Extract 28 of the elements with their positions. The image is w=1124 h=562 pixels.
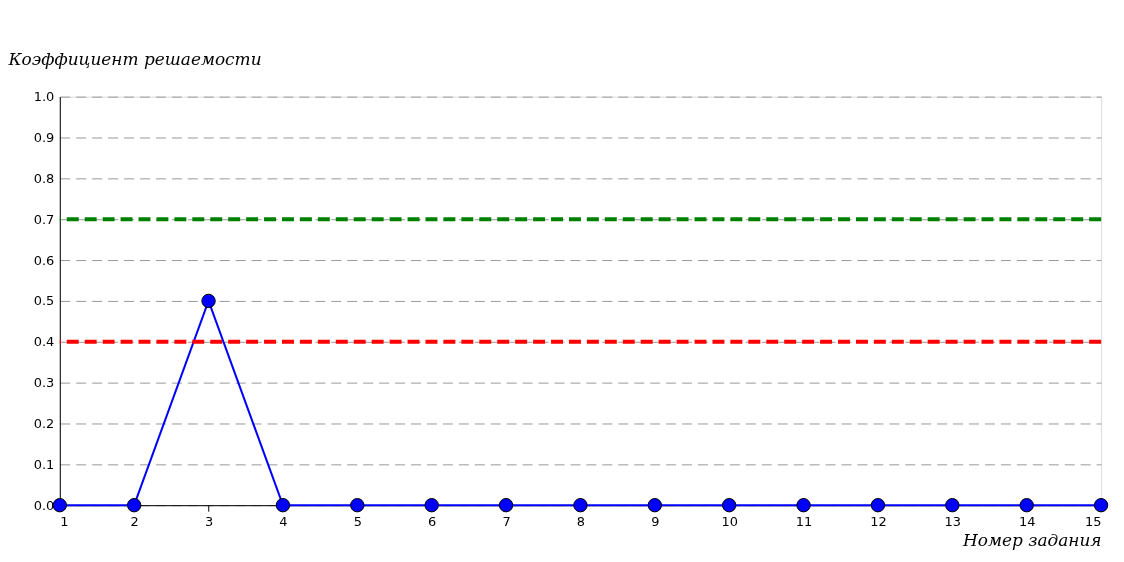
y-tick-label: 0.5 bbox=[33, 293, 55, 309]
x-tick-label: 4 bbox=[279, 513, 288, 529]
x-tick-label: 13 bbox=[944, 513, 962, 529]
y-tick-label: 0.6 bbox=[33, 252, 55, 268]
y-tick-label: 0.8 bbox=[33, 170, 55, 186]
x-axis-title: Номер задания bbox=[961, 529, 1102, 550]
y-tick-label: 0.2 bbox=[33, 415, 55, 431]
y-tick-label: 0.7 bbox=[33, 211, 55, 227]
x-tick-label: 11 bbox=[795, 513, 813, 529]
y-tick-label: 0.9 bbox=[33, 129, 55, 145]
y-tick-label: 0.1 bbox=[33, 456, 55, 472]
y-tick-label: 0.0 bbox=[33, 497, 55, 513]
x-tick-label: 12 bbox=[870, 513, 887, 529]
x-tick-label: 15 bbox=[1085, 513, 1102, 529]
x-tick-label: 2 bbox=[130, 513, 139, 529]
x-tick-label: 10 bbox=[721, 513, 738, 529]
x-tick-label: 5 bbox=[353, 513, 362, 529]
x-tick-label: 6 bbox=[428, 513, 437, 529]
x-tick-label: 3 bbox=[204, 513, 214, 529]
y-tick-label: 0.4 bbox=[33, 334, 55, 350]
x-tick-label: 14 bbox=[1018, 513, 1036, 529]
y-tick-label: 0.3 bbox=[33, 375, 55, 391]
x-tick-label: 7 bbox=[502, 513, 511, 529]
y-axis-title: Коэффициент решаемости bbox=[7, 49, 262, 70]
x-tick-label: 8 bbox=[576, 513, 586, 529]
x-tick-label: 9 bbox=[651, 513, 660, 529]
x-tick-label: 1 bbox=[60, 513, 69, 529]
y-tick-label: 1.0 bbox=[33, 89, 55, 105]
